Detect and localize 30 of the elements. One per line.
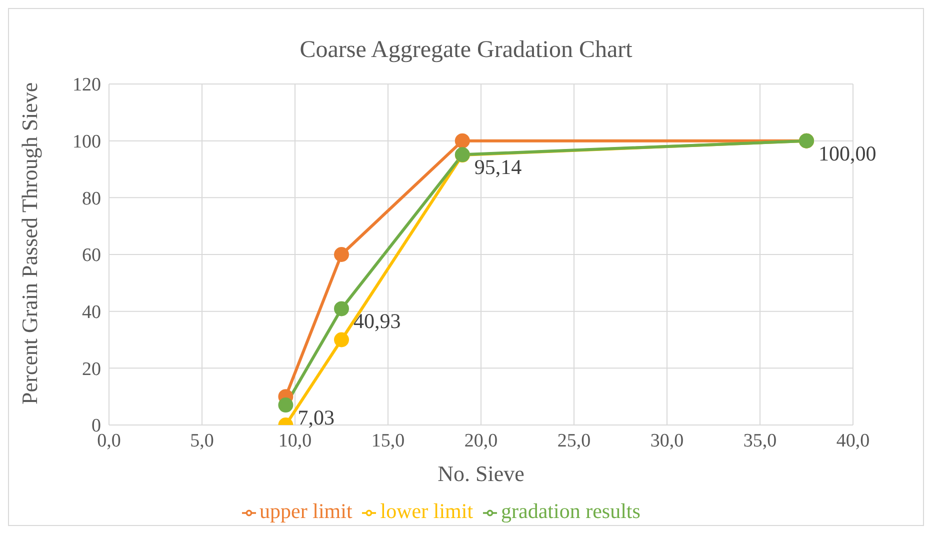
data-label: 7,03 (298, 405, 334, 430)
point (334, 247, 349, 262)
x-tick-label: 10,0 (278, 430, 312, 452)
legend-label: lower limit (380, 499, 474, 523)
x-tick-label: 0,0 (97, 430, 121, 452)
y-tick-label: 20 (82, 358, 101, 380)
data-label: 95,14 (474, 155, 522, 180)
y-tick-label: 80 (82, 188, 101, 210)
y-tick-label: 120 (72, 74, 101, 96)
point (334, 301, 349, 316)
legend-label: gradation results (501, 499, 640, 523)
x-tick-label: 25,0 (557, 430, 591, 452)
x-tick-label: 40,0 (836, 430, 870, 452)
point (278, 398, 294, 413)
y-axis-title: Percent Grain Passed Through Sieve (16, 82, 42, 404)
data-label: 40,93 (354, 309, 401, 334)
y-tick-label: 100 (72, 132, 101, 153)
legend-label: upper limit (260, 499, 352, 523)
x-tick-label: 20,0 (464, 430, 498, 452)
chart-title: Coarse Aggregate Gradation Chart (298, 37, 634, 64)
x-tick-label: 5,0 (190, 430, 214, 452)
x-tick-label: 15,0 (371, 430, 405, 452)
x-tick-label: 30,0 (650, 430, 684, 452)
data-label: 100,00 (818, 141, 876, 166)
y-tick-label: 40 (82, 302, 101, 324)
x-tick-label: 35,0 (743, 430, 777, 452)
point (334, 332, 349, 348)
point (454, 133, 470, 148)
y-tick-label: 60 (82, 245, 101, 266)
x-axis-title: No. Sieve (438, 461, 524, 486)
